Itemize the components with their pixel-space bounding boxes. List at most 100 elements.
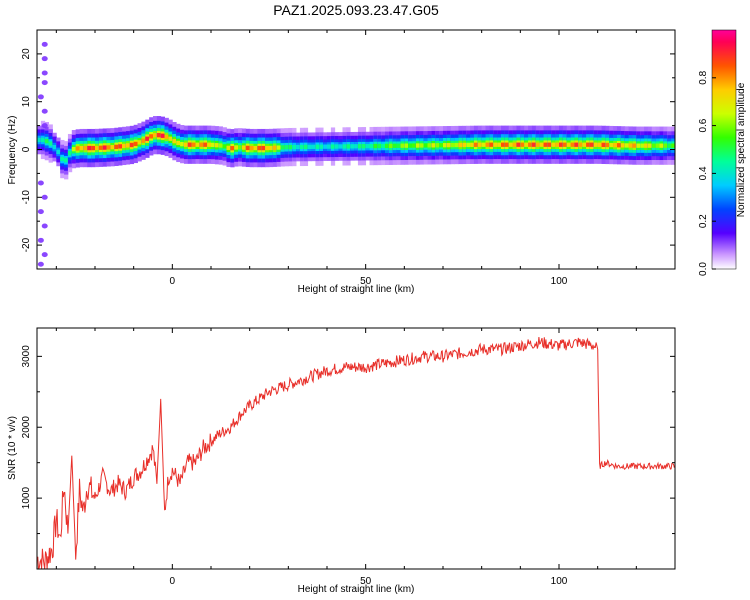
heatmap-cell [334,144,339,149]
heatmap-cell [651,143,657,148]
heatmap-cell [481,142,486,147]
heatmap-cell [419,143,425,148]
heatmap-cell [640,143,645,148]
heatmap-cell [350,144,355,149]
heatmap-cell [230,146,235,151]
colorbar-tick-label: 0.8 [698,70,709,84]
heatmap-cell [253,145,258,151]
spectrogram-heatmap [37,41,675,267]
x-tick-label: 50 [360,276,372,287]
heatmap-cell [512,142,517,147]
heatmap-cell [110,145,115,150]
heatmap-noise-point [37,261,44,267]
y-tick-label: 20 [21,48,32,60]
heatmap-cell [439,143,444,148]
heatmap-cell [365,143,370,149]
heatmap-cell [578,142,583,147]
snr-panel: 0 50 100 1000 2000 3000 Height of straight l… [7,327,676,595]
heatmap-cell [211,142,216,148]
heatmap-cell [156,133,162,138]
heatmap-cell [168,136,173,141]
heatmap-cell [404,143,409,148]
heatmap-cell [191,142,196,147]
heatmap-cell [597,142,602,147]
heatmap-cell [613,143,618,148]
heatmap-cell [555,142,560,147]
heatmap-cell [566,142,571,147]
snr-series-line [37,336,675,569]
y-tick-label: 0 [21,146,32,152]
heatmap-cell [396,143,401,148]
heatmap-cell [214,143,220,148]
heatmap-cell [431,143,436,148]
heatmap-cell [473,142,479,147]
heatmap-cell [288,144,293,150]
heatmap-cell [207,142,212,147]
heatmap-cell [122,143,127,149]
heatmap-cell [357,144,363,149]
heatmap-cell [141,138,146,143]
heatmap-cell [183,142,189,147]
heatmap-cell [203,142,208,147]
heatmap-cell [516,142,521,147]
y-tick-label: -20 [21,237,32,252]
heatmap-cell [67,150,73,156]
heatmap-cell [589,142,595,147]
heatmap-cell [149,134,154,139]
heatmap-cell [528,142,533,147]
heatmap-cell [520,142,525,147]
heatmap-cell [91,145,96,151]
heatmap-cell [551,142,556,147]
heatmap-cell [667,143,672,148]
heatmap-cell [83,145,88,151]
heatmap-noise-point [41,80,48,86]
y-tick-label: -10 [21,190,32,205]
heatmap-cell [245,145,251,151]
x-tick-label: 0 [170,576,176,587]
heatmap-cell [671,143,675,148]
heatmap-cell [628,143,633,148]
heatmap-cell [547,142,552,147]
heatmap-cell [582,142,587,147]
heatmap-cell [261,145,266,151]
heatmap-cell [303,144,309,150]
heatmap-cell [44,138,49,144]
heatmap-cell [195,142,200,147]
snr-plot-area [37,328,675,569]
y-tick-label: 1000 [21,487,32,510]
heatmap-cell [180,141,185,147]
heatmap-cell [172,138,177,144]
heatmap-cell [539,142,544,147]
heatmap-cell [133,141,138,147]
snr-frame [36,327,676,570]
heatmap-cell [75,146,80,151]
heatmap-cell [369,143,374,149]
heatmap-cell [535,142,541,147]
heatmap-cell [458,142,463,148]
heatmap-cell [392,143,397,148]
colorbar-tick-label: 0.0 [698,262,709,276]
heatmap-cell [562,142,568,147]
heatmap-cell [327,144,332,149]
heatmap-cell [504,142,510,147]
heatmap-noise-point [37,94,44,100]
colorbar-tick-label: 0.6 [698,118,709,132]
heatmap-cell [129,142,135,148]
heatmap-cell [470,142,475,147]
heatmap-cell [79,145,84,151]
spectrogram-panel: 0 50 100 -20 -10 0 10 20 Height of straight li… [7,29,676,295]
colorbar-tick-label: 0.4 [698,166,709,180]
heatmap-cell [125,143,131,148]
heatmap-cell [408,143,413,148]
heatmap-cell [524,142,529,147]
heatmap-cell [385,143,390,149]
heatmap-cell [620,143,626,148]
colorbar-ticks: 0.0 0.2 0.4 0.6 0.8 [698,70,716,276]
heatmap-cell [176,140,181,146]
heatmap-cell [114,144,119,150]
heatmap-cell [299,144,305,150]
spectrogram-y-label: Frequency (Hz) [7,116,18,185]
y-tick-label: 2000 [21,416,32,439]
heatmap-cell [307,144,312,149]
spectrogram-x-label: Height of straight line (km) [298,284,415,295]
